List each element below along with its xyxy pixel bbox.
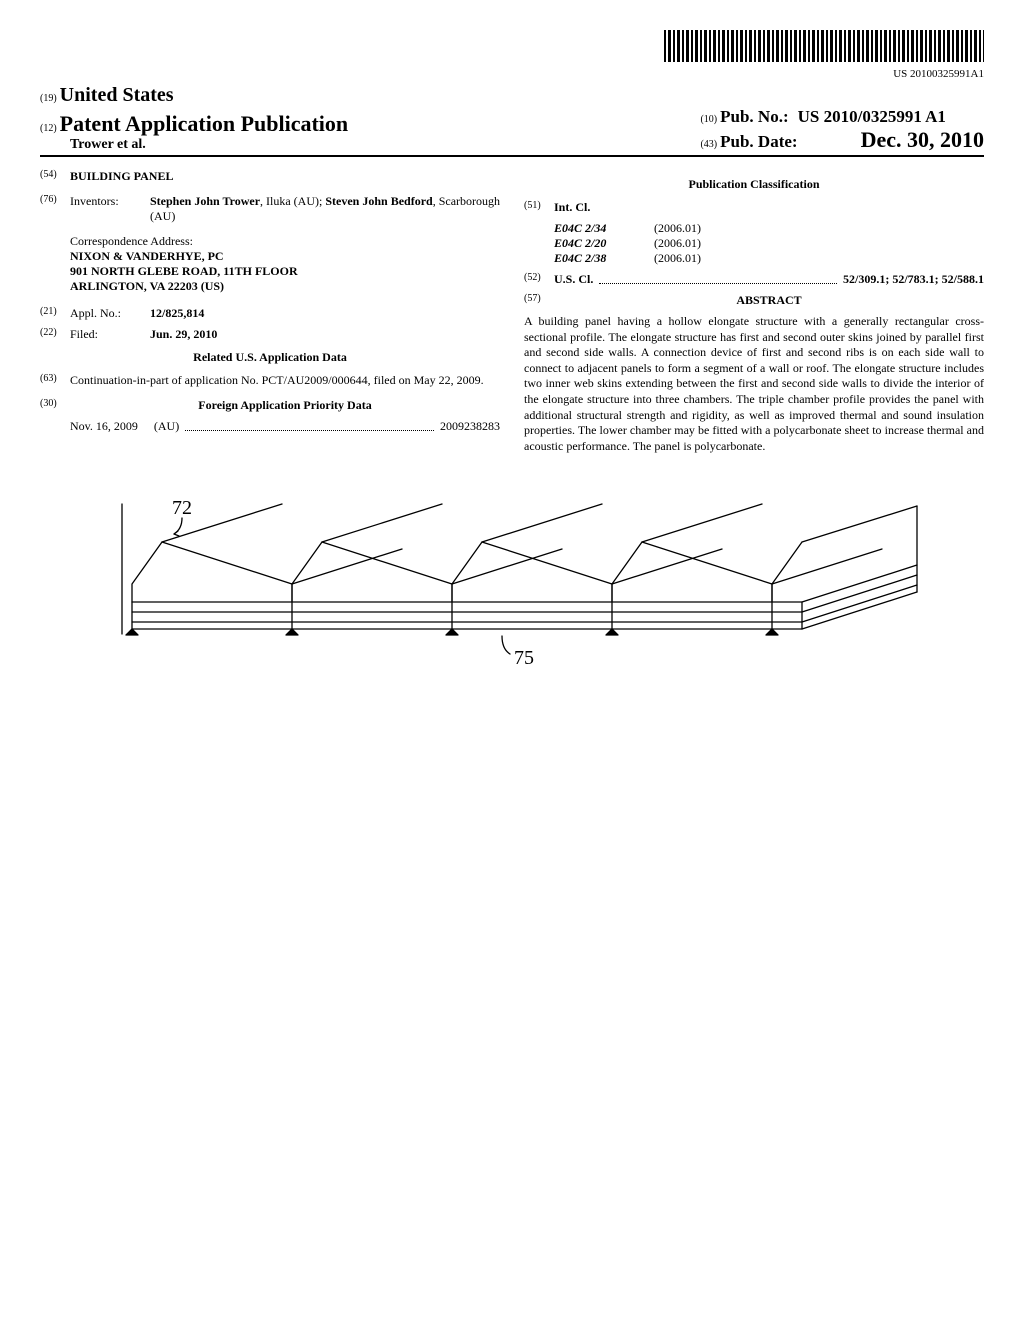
continuation-row: (63) Continuation-in-part of application… (40, 373, 500, 388)
intcl-item: E04C 2/20 (2006.01) (554, 236, 984, 251)
code-51: (51) (524, 200, 554, 215)
abstract-header-row: (57) ABSTRACT (524, 293, 984, 308)
invention-title: BUILDING PANEL (70, 169, 500, 184)
filed-value: Jun. 29, 2010 (150, 327, 500, 342)
code-63: (63) (40, 373, 70, 388)
filed-label: Filed: (70, 327, 150, 342)
abstract-text: A building panel having a hollow elongat… (524, 314, 984, 454)
pubno-value: US 2010/0325991 A1 (798, 107, 946, 126)
intcl-ver: (2006.01) (654, 236, 984, 251)
foreign-num: 2009238283 (440, 419, 500, 434)
pubdate-value: Dec. 30, 2010 (861, 127, 984, 152)
intcl-ver: (2006.01) (654, 221, 984, 236)
pubclass-header: Publication Classification (524, 177, 984, 192)
intcl-code: E04C 2/20 (554, 236, 654, 251)
code-57: (57) (524, 293, 554, 308)
foreign-date: Nov. 16, 2009 (70, 419, 138, 434)
authors: Trower et al. (70, 137, 348, 153)
right-column: Publication Classification (51) Int. Cl.… (524, 169, 984, 454)
fig-label-72: 72 (172, 497, 192, 519)
header-right: (10) Pub. No.: US 2010/0325991 A1 (43) P… (700, 107, 984, 153)
code-30: (30) (40, 398, 70, 413)
code-76: (76) (40, 194, 70, 224)
header-line-19: (19) United States (40, 84, 984, 107)
country-name: United States (60, 84, 174, 106)
code-22: (22) (40, 327, 70, 342)
applno-value: 12/825,814 (150, 306, 500, 321)
code-19: (19) (40, 93, 57, 104)
code-12: (12) (40, 123, 57, 134)
related-header: Related U.S. Application Data (40, 350, 500, 365)
barcode-graphic (664, 30, 984, 62)
uscl-row: (52) U.S. Cl. 52/309.1; 52/783.1; 52/588… (524, 272, 984, 287)
code-21: (21) (40, 306, 70, 321)
pubdate-label: Pub. Date: (720, 132, 797, 151)
applno-row: (21) Appl. No.: 12/825,814 (40, 306, 500, 321)
code-10: (10) (700, 114, 717, 125)
foreign-header: Foreign Application Priority Data (70, 398, 500, 413)
barcode-region: US 20100325991A1 (40, 30, 984, 80)
filed-row: (22) Filed: Jun. 29, 2010 (40, 327, 500, 342)
doc-type: Patent Application Publication (60, 111, 348, 136)
intcl-item: E04C 2/34 (2006.01) (554, 221, 984, 236)
code-52: (52) (524, 272, 554, 287)
fig-label-75: 75 (514, 647, 534, 669)
dotted-leader (599, 272, 837, 284)
abstract-label: ABSTRACT (554, 293, 984, 308)
header-left: (12) Patent Application Publication Trow… (40, 111, 348, 153)
corr-label: Correspondence Address: (70, 234, 500, 249)
intcl-row: (51) Int. Cl. (524, 200, 984, 215)
corr-name: NIXON & VANDERHYE, PC (70, 249, 500, 264)
patent-figure: 72 (102, 484, 922, 674)
intcl-code: E04C 2/38 (554, 251, 654, 266)
uscl-label: U.S. Cl. (554, 272, 593, 287)
applno-label: Appl. No.: (70, 306, 150, 321)
code-43: (43) (700, 139, 717, 150)
intcl-ver: (2006.01) (654, 251, 984, 266)
left-column: (54) BUILDING PANEL (76) Inventors: Step… (40, 169, 500, 454)
inventors-row: (76) Inventors: Stephen John Trower, Ilu… (40, 194, 500, 224)
body-columns: (54) BUILDING PANEL (76) Inventors: Step… (40, 169, 984, 454)
foreign-country: (AU) (154, 419, 179, 434)
inventors-label: Inventors: (70, 194, 150, 224)
intcl-code: E04C 2/34 (554, 221, 654, 236)
barcode-label: US 20100325991A1 (40, 68, 984, 80)
intcl-label: Int. Cl. (554, 200, 984, 215)
correspondence-block: Correspondence Address: NIXON & VANDERHY… (70, 234, 500, 294)
header-region: (12) Patent Application Publication Trow… (40, 107, 984, 157)
foreign-header-row: (30) Foreign Application Priority Data (40, 398, 500, 413)
corr-addr1: 901 NORTH GLEBE ROAD, 11TH FLOOR (70, 264, 500, 279)
uscl-value: 52/309.1; 52/783.1; 52/588.1 (843, 272, 984, 287)
foreign-data-row: Nov. 16, 2009 (AU) 2009238283 (70, 419, 500, 434)
corr-addr2: ARLINGTON, VA 22203 (US) (70, 279, 500, 294)
dotted-leader (185, 419, 434, 431)
intcl-item: E04C 2/38 (2006.01) (554, 251, 984, 266)
code-54: (54) (40, 169, 70, 184)
figure-area: 72 (40, 484, 984, 674)
title-row: (54) BUILDING PANEL (40, 169, 500, 184)
inventors-value: Stephen John Trower, Iluka (AU); Steven … (150, 194, 500, 224)
continuation-text: Continuation-in-part of application No. … (70, 373, 500, 388)
pubno-label: Pub. No.: (720, 107, 788, 126)
